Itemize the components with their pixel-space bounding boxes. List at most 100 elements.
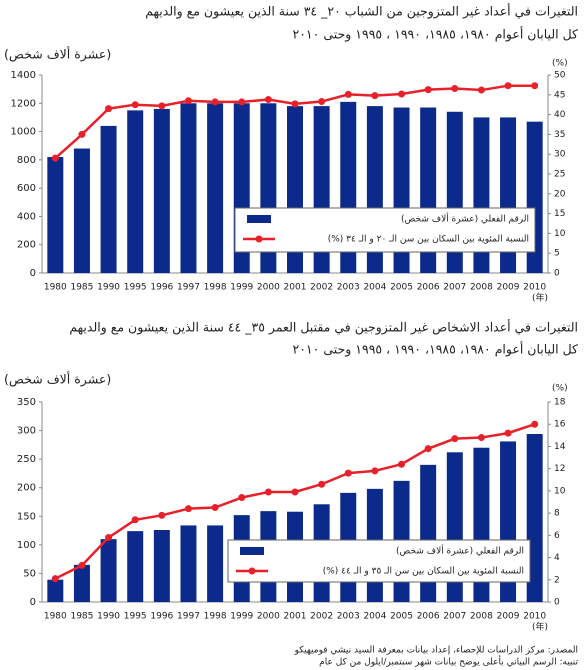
bar <box>100 125 117 274</box>
chart-subtitle: كل اليابان أعوام ١٩٨٠، ١٩٨٥، ١٩٩٠ ، ١٩٩٥… <box>293 26 579 43</box>
x-tick-label: 1997 <box>177 612 200 622</box>
marker <box>105 534 113 542</box>
legend-label: الرقم الفعلي (عشرة ألاف شخص) <box>396 545 524 557</box>
marker <box>531 82 539 90</box>
x-tick-label: 2007 <box>443 612 466 622</box>
legend-swatch <box>248 567 256 575</box>
marker <box>158 511 166 519</box>
x-tick-label: 1990 <box>97 612 120 622</box>
source-note: المصدر: مركز الدراسات للإحصاء، إعداد بيا… <box>294 646 578 656</box>
chart-title: التغيرات في أعداد غير المتزوجين من الشبا… <box>145 3 578 20</box>
y-tick-label: 350 <box>17 397 36 408</box>
y2-tick-label: 50 <box>554 71 566 81</box>
marker <box>531 420 539 428</box>
x-tick-label: 2004 <box>363 612 386 622</box>
x-tick-label: 2001 <box>284 283 307 293</box>
bar <box>127 110 144 273</box>
y-tick-label: 1400 <box>11 70 36 81</box>
bar <box>180 103 197 274</box>
y-tick-label: 200 <box>17 240 36 251</box>
x-axis-label: (年) <box>532 292 548 304</box>
marker <box>451 84 459 92</box>
x-axis-label: (年) <box>532 621 548 633</box>
chart-title: التغيرات في أعداد الاشخاص غير المتزوجين … <box>69 319 578 336</box>
marker <box>184 505 192 513</box>
legend-label: النسبة المئوية بين السكان بين سن الـ ٢٠ … <box>328 235 529 245</box>
bar <box>73 564 90 602</box>
chart-subtitle: كل اليابان أعوام ١٩٨٠، ١٩٨٥، ١٩٩٠ ، ١٩٩٥… <box>293 341 579 358</box>
bar <box>153 108 170 273</box>
x-tick-label: 2002 <box>310 612 333 622</box>
y2-tick-label: 6 <box>554 531 560 541</box>
y-tick-label: 600 <box>17 183 36 194</box>
legend-label: الرقم الفعلي (عشرة ألاف شخص) <box>401 213 529 225</box>
bar <box>100 539 117 602</box>
marker <box>344 90 352 98</box>
marker <box>211 98 219 106</box>
bar <box>526 434 543 602</box>
legend-box <box>234 207 536 253</box>
y2-tick-label: 10 <box>554 486 566 496</box>
marker <box>424 86 432 94</box>
marker <box>78 130 86 138</box>
marker <box>184 97 192 105</box>
marker <box>291 100 299 108</box>
x-tick-label: 2001 <box>284 612 307 622</box>
x-tick-label: 1999 <box>230 283 253 293</box>
y-tick-label: 1200 <box>11 98 36 109</box>
y2-tick-label: 15 <box>554 209 565 219</box>
bar <box>207 103 224 274</box>
legend-box <box>227 539 531 583</box>
x-tick-label: 1985 <box>70 283 93 293</box>
marker <box>78 561 86 569</box>
y-tick-label: 0 <box>30 268 36 279</box>
x-tick-label: 2000 <box>257 283 280 293</box>
bar <box>47 579 64 602</box>
marker <box>51 154 59 162</box>
y2-tick-label: 0 <box>554 269 560 279</box>
marker <box>504 429 512 437</box>
x-tick-label: 2006 <box>417 612 440 622</box>
x-tick-label: 2010 <box>523 283 546 293</box>
y2-tick-label: 0 <box>554 598 560 608</box>
y2-tick-label: 30 <box>554 150 566 160</box>
marker <box>211 504 219 512</box>
bar <box>127 531 144 602</box>
y2-axis-label: (%) <box>552 384 568 394</box>
y2-tick-label: 40 <box>554 110 566 120</box>
marker <box>344 469 352 477</box>
bar <box>180 525 197 602</box>
x-tick-label: 1980 <box>44 612 67 622</box>
source-note: تنبيه: الرسم البياني بأعلى يوضح بيانات ش… <box>319 655 578 668</box>
y2-tick-label: 20 <box>554 189 566 199</box>
y-tick-label: 100 <box>17 540 36 551</box>
y2-tick-label: 45 <box>554 90 565 100</box>
y-tick-label: 250 <box>17 454 36 465</box>
y2-tick-label: 25 <box>554 170 565 180</box>
marker <box>131 101 139 109</box>
x-tick-label: 1995 <box>124 612 147 622</box>
bar <box>47 157 64 273</box>
marker <box>264 96 272 104</box>
y2-tick-label: 18 <box>554 398 566 408</box>
marker <box>398 460 406 468</box>
marker <box>371 467 379 475</box>
x-tick-label: 1996 <box>150 283 173 293</box>
x-tick-label: 2008 <box>470 283 493 293</box>
y-tick-label: 300 <box>17 426 36 437</box>
x-tick-label: 2003 <box>337 612 360 622</box>
marker <box>371 92 379 100</box>
marker <box>318 480 326 488</box>
marker <box>158 102 166 110</box>
marker <box>51 575 59 583</box>
x-tick-label: 2009 <box>497 612 520 622</box>
y2-tick-label: 8 <box>554 509 560 519</box>
marker <box>451 435 459 443</box>
y2-tick-label: 12 <box>554 464 565 474</box>
y2-tick-label: 5 <box>554 249 560 259</box>
x-tick-label: 2002 <box>310 283 333 293</box>
y2-tick-label: 2 <box>554 575 560 585</box>
x-tick-label: 2005 <box>390 283 413 293</box>
marker <box>477 86 485 94</box>
x-tick-label: 2000 <box>257 612 280 622</box>
